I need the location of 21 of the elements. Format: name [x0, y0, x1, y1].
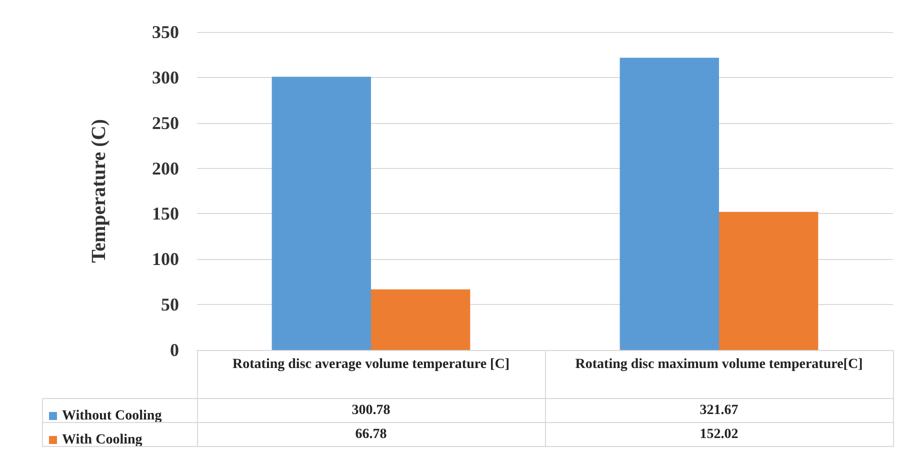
bar: [371, 289, 470, 350]
x-tick-label: Rotating disc maximum volume temperature[C]: [575, 357, 863, 372]
y-tick-label: 200: [152, 158, 179, 178]
y-tick-label: 100: [152, 249, 179, 270]
data-label: 66.78: [197, 422, 545, 446]
y-tick-label: 50: [161, 294, 179, 315]
y-tick-label: 300: [152, 67, 179, 88]
bar: [620, 58, 719, 350]
data-label: 300.78: [197, 398, 545, 422]
y-tick-label: 250: [152, 112, 179, 133]
bar: [272, 76, 371, 350]
legend-label: Without Cooling: [62, 408, 162, 424]
legend-label: With Cooling: [62, 432, 142, 448]
data-label: 152.02: [545, 422, 893, 446]
data-label: 321.67: [545, 398, 893, 422]
bar: [719, 212, 818, 350]
y-tick-label: 0: [170, 340, 179, 360]
y-axis-title: Temperature (C): [88, 119, 110, 263]
x-tick-label: Rotating disc average volume temperature [C]: [232, 357, 510, 372]
y-tick-label: 350: [152, 22, 179, 42]
y-tick-label: 150: [152, 204, 179, 224]
